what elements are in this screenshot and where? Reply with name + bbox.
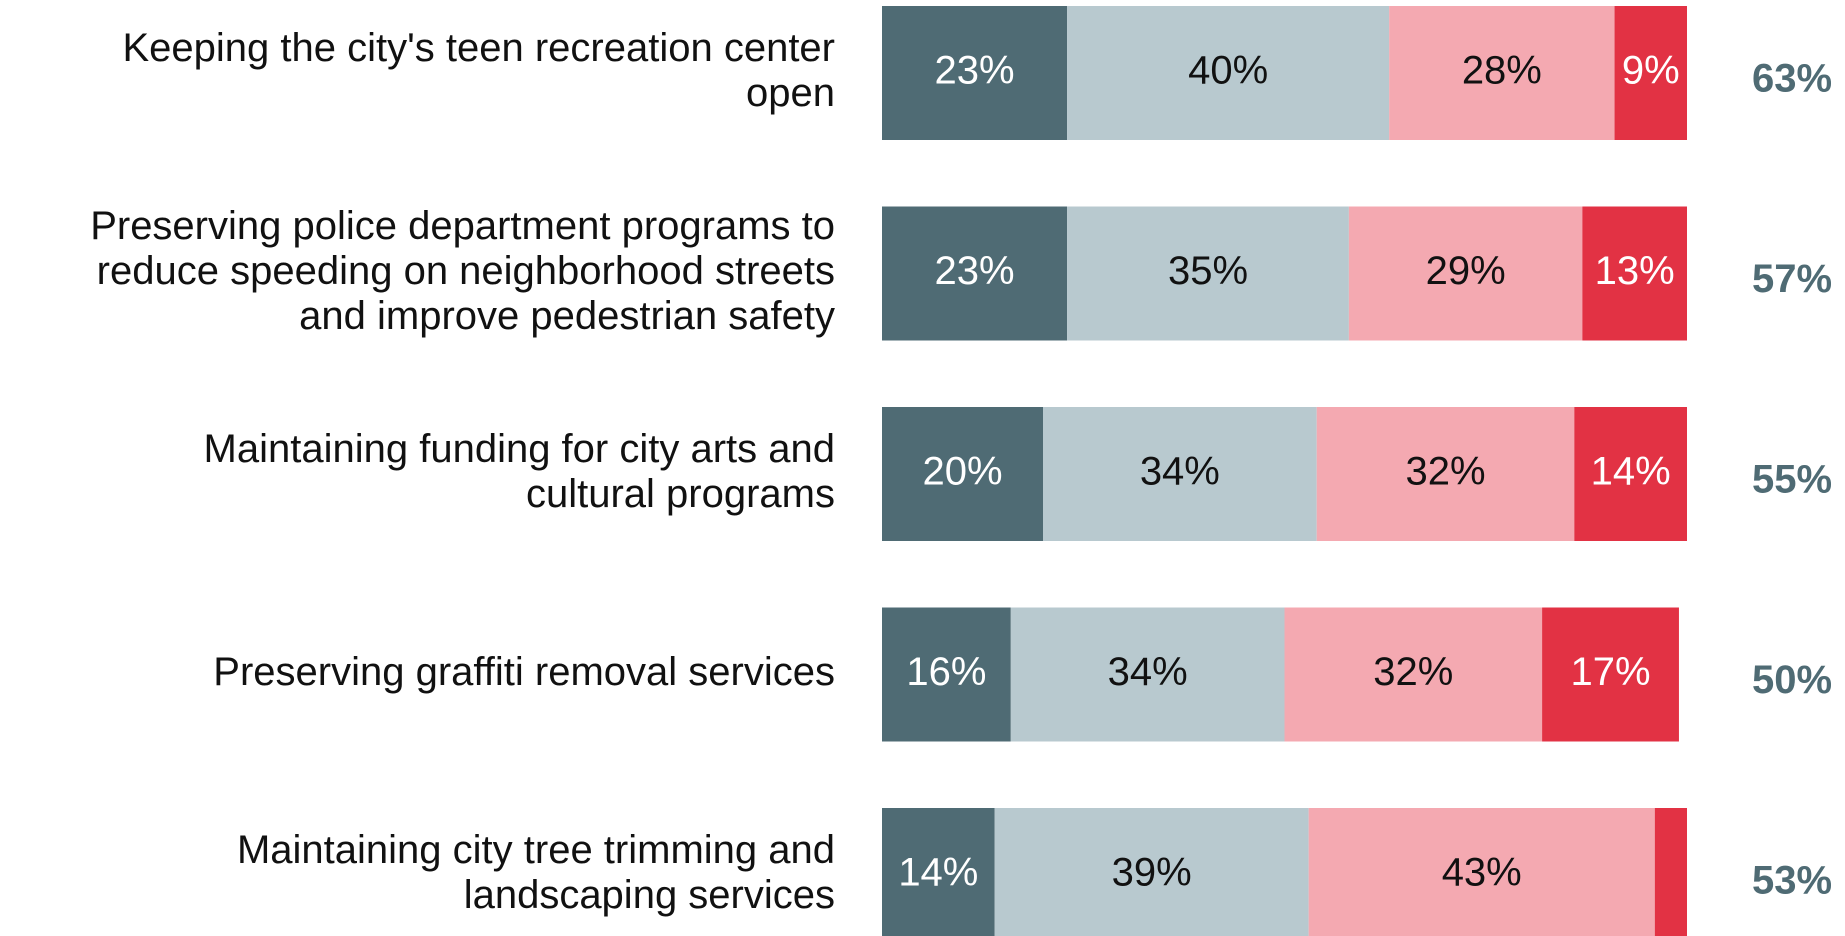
bar-segment: [1284, 607, 1543, 742]
total-label: 50%: [1752, 658, 1832, 702]
category-label: Preserving graffiti removal services: [213, 650, 835, 694]
bar-segment: [1654, 808, 1687, 936]
bar-segment: [1542, 607, 1679, 742]
value-label: 20%: [922, 450, 1002, 494]
bar-segment: [1043, 407, 1317, 541]
bar-segment: [882, 6, 1068, 140]
total-label: 53%: [1752, 859, 1832, 903]
category-label: landscaping services: [464, 873, 835, 917]
total-label: 63%: [1752, 57, 1832, 101]
category-label: Maintaining funding for city arts and: [204, 427, 835, 471]
value-label: 23%: [935, 49, 1015, 93]
category-label: Keeping the city's teen recreation cente…: [123, 26, 836, 70]
value-label: 34%: [1108, 650, 1188, 694]
value-label: 17%: [1570, 650, 1650, 694]
value-label: 29%: [1426, 249, 1506, 293]
total-label: 57%: [1752, 257, 1832, 301]
value-label: 9%: [1622, 49, 1680, 93]
bar-segment: [882, 607, 1011, 742]
value-label: 35%: [1168, 249, 1248, 293]
value-label: 39%: [1112, 851, 1192, 895]
category-label: reduce speeding on neighborhood streets: [97, 249, 835, 293]
category-label: Maintaining city tree trimming and: [237, 828, 835, 872]
bar-segment: [1067, 206, 1349, 341]
bar-segment: [1582, 206, 1687, 341]
category-label: Preserving police department programs to: [90, 204, 835, 248]
bar-segment: [882, 206, 1068, 341]
value-label: 14%: [1591, 450, 1671, 494]
bar-segment: [1389, 6, 1615, 140]
value-label: 40%: [1188, 49, 1268, 93]
value-label: 13%: [1595, 249, 1675, 293]
bar-segment: [882, 808, 995, 936]
bar-segment: [1316, 407, 1575, 541]
bar-segment: [882, 407, 1043, 541]
bar-segment: [1308, 808, 1655, 936]
bar-segment: [1348, 206, 1583, 341]
bar-segment: [1574, 407, 1687, 541]
category-label: and improve pedestrian safety: [299, 294, 835, 338]
value-label: 34%: [1140, 450, 1220, 494]
value-label: 14%: [898, 851, 978, 895]
bar-segment: [1614, 6, 1687, 140]
total-label: 55%: [1752, 458, 1832, 502]
category-label: cultural programs: [526, 472, 835, 516]
value-label: 23%: [935, 249, 1015, 293]
value-label: 28%: [1462, 49, 1542, 93]
bar-segment: [1010, 607, 1285, 742]
value-label: 32%: [1373, 650, 1453, 694]
bar-segment: [1067, 6, 1390, 140]
category-label: open: [746, 71, 835, 115]
value-label: 43%: [1442, 851, 1522, 895]
value-label: 32%: [1405, 450, 1485, 494]
value-label: 16%: [906, 650, 986, 694]
bar-segment: [994, 808, 1309, 936]
